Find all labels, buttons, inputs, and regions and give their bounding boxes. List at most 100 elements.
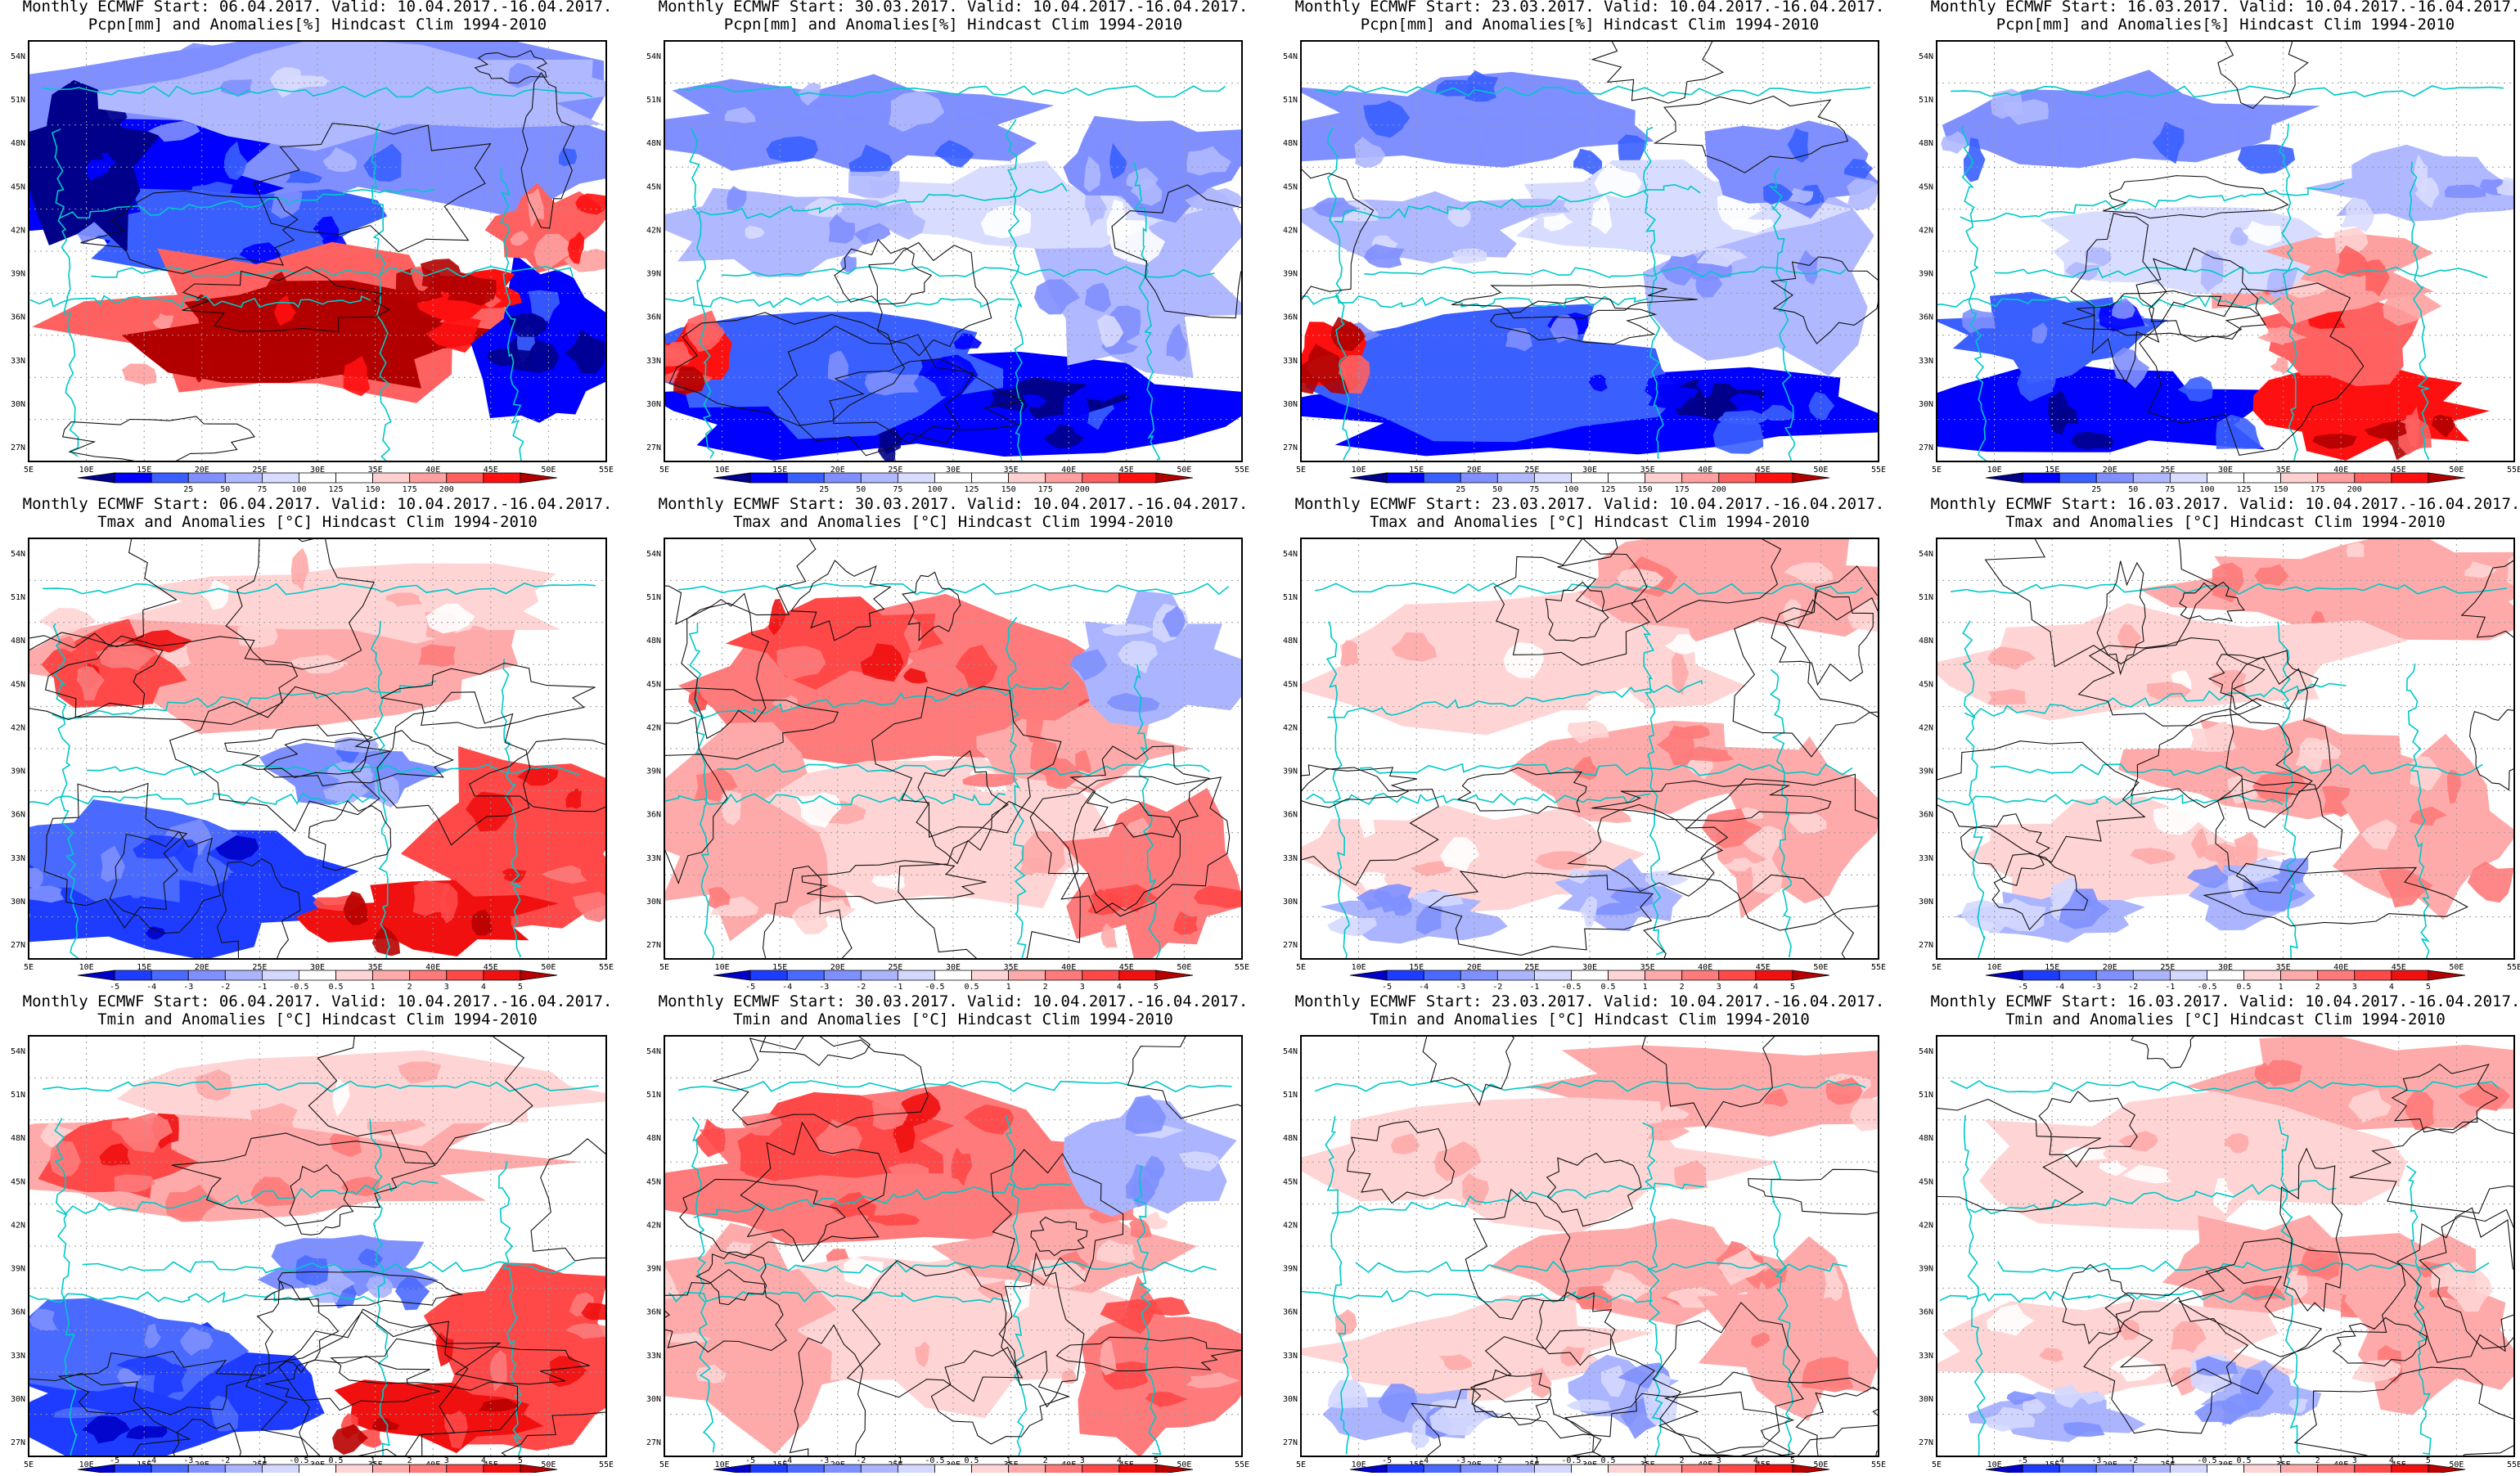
- colorbar-swatch: [2170, 1465, 2207, 1473]
- colorbar-swatch: [2170, 473, 2207, 483]
- colorbar-label: 125: [2237, 485, 2252, 494]
- lat-label: 54N: [646, 1047, 661, 1056]
- lon-label: 55E: [2507, 963, 2520, 972]
- colorbar-swatch: [2133, 473, 2170, 483]
- lat-label: 51N: [1283, 593, 1298, 602]
- lat-label: 39N: [11, 270, 25, 279]
- colorbar-label: 200: [2347, 485, 2362, 494]
- colorbar-swatch: [447, 1465, 484, 1473]
- colorbar-swatch: [447, 970, 484, 980]
- map-field: [1282, 972, 1952, 1473]
- colorbar-swatch: [1534, 473, 1571, 483]
- colorbar-label: -2: [1492, 983, 1502, 992]
- lon-label: 5E: [1932, 963, 1942, 972]
- colorbar-swatch: [898, 473, 934, 483]
- colorbar-label: 75: [1529, 485, 1539, 494]
- colorbar-swatch: [2023, 1465, 2059, 1473]
- colorbar-swatch: [1119, 473, 1156, 483]
- map-panel-tmax-1: Monthly ECMWF Start: 06.04.2017. Valid: …: [0, 495, 700, 992]
- colorbar-swatch: [824, 473, 861, 483]
- colorbar-swatch: [2133, 970, 2170, 980]
- map-panel-precipitation-1: Monthly ECMWF Start: 06.04.2017. Valid: …: [0, 0, 693, 494]
- colorbar-swatch: [1460, 473, 1497, 483]
- colorbar-label: 2: [1043, 1456, 1048, 1465]
- colorbar-swatch: [972, 1465, 1009, 1473]
- colorbar-label: 3: [1080, 983, 1085, 992]
- colorbar-swatch: [115, 473, 151, 483]
- colorbar-label: -3: [819, 983, 829, 992]
- lat-label: 48N: [646, 1134, 661, 1143]
- colorbar-label: 175: [1038, 485, 1053, 494]
- lon-label: 55E: [2507, 466, 2520, 475]
- map-field: [0, 35, 693, 466]
- lat-label: 27N: [646, 443, 661, 452]
- colorbar-swatch: [336, 473, 373, 483]
- map-panel-tmax-3: Monthly ECMWF Start: 23.03.2017. Valid: …: [1224, 495, 1951, 1023]
- lat-label: 36N: [1919, 811, 1933, 820]
- colorbar-swatch: [1119, 970, 1156, 980]
- lat-label: 51N: [1283, 1091, 1298, 1100]
- colorbar-swatch: [2059, 473, 2096, 483]
- colorbar-swatch: [898, 970, 934, 980]
- lon-label: 55E: [1871, 1460, 1886, 1469]
- colorbar-label: -5: [745, 983, 755, 992]
- lat-label: 33N: [1283, 357, 1298, 366]
- map-field: [600, 510, 1257, 1017]
- lat-label: 48N: [1919, 1134, 1933, 1143]
- lat-label: 48N: [11, 139, 25, 148]
- colorbar-swatch: [2207, 473, 2243, 483]
- colorbar-label: 2: [1680, 983, 1685, 992]
- colorbar-swatch: [410, 473, 447, 483]
- colorbar-label: 1: [1006, 1456, 1011, 1465]
- colorbar-label: -1: [893, 983, 902, 992]
- lat-label: 48N: [1283, 139, 1298, 148]
- colorbar-swatch: [188, 970, 225, 980]
- colorbar-swatch: [934, 473, 971, 483]
- colorbar-label: 1: [1643, 1456, 1648, 1465]
- colorbar-label: -5: [110, 1456, 119, 1465]
- colorbar-swatch: [1424, 970, 1460, 980]
- lon-label: 55E: [599, 466, 614, 475]
- colorbar-swatch: [1756, 970, 1793, 980]
- colorbar-swatch: [2059, 970, 2096, 980]
- colorbar-swatch: [787, 1465, 824, 1473]
- panel-title: Monthly ECMWF Start: 16.03.2017. Valid: …: [1931, 0, 2520, 16]
- colorbar-label: 150: [2274, 485, 2288, 494]
- lon-label: 55E: [1235, 466, 1249, 475]
- lat-label: 51N: [1283, 96, 1298, 105]
- colorbar-swatch: [1756, 1465, 1793, 1473]
- colorbar-label: -1: [1529, 983, 1539, 992]
- colorbar-label: -2: [856, 1456, 866, 1465]
- lon-label: 50E: [1813, 466, 1828, 475]
- lat-label: 51N: [11, 96, 25, 105]
- lat-label: 48N: [1919, 139, 1933, 148]
- colorbar-label: -3: [1456, 1456, 1465, 1465]
- lat-label: 30N: [646, 1395, 661, 1404]
- lat-label: 30N: [1919, 898, 1933, 907]
- colorbar-label: 50: [220, 485, 230, 494]
- colorbar-label: 125: [1601, 485, 1616, 494]
- lat-label: 33N: [1919, 357, 1933, 366]
- colorbar-label: 4: [481, 983, 486, 992]
- colorbar-swatch: [2133, 1465, 2170, 1473]
- colorbar-label: -0.5: [289, 983, 308, 992]
- colorbar-label: 50: [856, 485, 866, 494]
- colorbar-label: -2: [2128, 1456, 2138, 1465]
- panel-title: Monthly ECMWF Start: 23.03.2017. Valid: …: [1295, 0, 1885, 16]
- lat-label: 30N: [1283, 898, 1298, 907]
- lat-label: 54N: [1919, 52, 1933, 61]
- lon-label: 5E: [659, 963, 669, 972]
- colorbar-swatch: [824, 970, 861, 980]
- colorbar-label: 150: [366, 485, 380, 494]
- colorbar-label: 3: [444, 1456, 449, 1465]
- lat-label: 48N: [11, 637, 25, 646]
- lat-label: 30N: [11, 1395, 25, 1404]
- colorbar-label: -4: [2054, 1456, 2064, 1465]
- panel-title: Monthly ECMWF Start: 30.03.2017. Valid: …: [659, 0, 1249, 16]
- panel-title: Monthly ECMWF Start: 06.04.2017. Valid: …: [23, 0, 613, 16]
- lat-label: 51N: [646, 96, 661, 105]
- panel-title: Monthly ECMWF Start: 23.03.2017. Valid: …: [1295, 992, 1885, 1010]
